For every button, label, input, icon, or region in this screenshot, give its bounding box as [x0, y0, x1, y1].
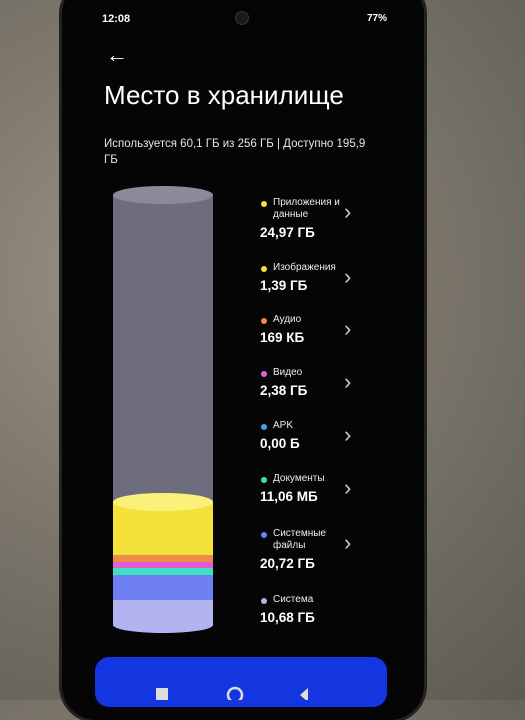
category-item[interactable]: Приложения и данные 24,97 ГБ ›: [258, 197, 368, 240]
cylinder-top: [113, 186, 213, 204]
category-name: Системные файлы: [273, 528, 326, 551]
color-dot: [261, 371, 267, 377]
category-size: 2,38 ГБ: [260, 383, 308, 398]
title: Место в хранилище: [104, 80, 344, 110]
segment: [113, 562, 213, 568]
nav-home[interactable]: [226, 686, 244, 700]
category-item[interactable]: APK 0,00 Б ›: [258, 420, 368, 451]
battery: 77%: [367, 13, 388, 24]
chevron: ›: [344, 422, 352, 447]
color-dot: [261, 201, 267, 207]
color-dot: [261, 532, 267, 538]
segment-top: [113, 493, 213, 511]
color-dot: [261, 266, 267, 272]
segment: [113, 575, 213, 600]
category-size: 0,00 Б: [260, 436, 300, 451]
segment: [113, 568, 213, 575]
category-item[interactable]: Системные файлы 20,72 ГБ ›: [258, 528, 368, 571]
category-name: Изображения: [273, 262, 336, 273]
category-name: Аудио: [273, 314, 302, 325]
back-button[interactable]: ←: [106, 42, 128, 67]
storage-cylinder: [113, 186, 213, 633]
chevron: ›: [344, 264, 352, 289]
category-name: Система: [273, 594, 314, 605]
chevron: ›: [344, 475, 352, 500]
category-size: 20,72 ГБ: [260, 556, 315, 571]
category-item: Система 10,68 ГБ: [258, 594, 368, 625]
category-name: Видео: [273, 367, 303, 378]
category-size: 24,97 ГБ: [260, 225, 315, 240]
camera: [235, 11, 249, 25]
category-name: Приложения и данные: [273, 197, 340, 220]
chevron: ›: [344, 369, 352, 394]
category-item[interactable]: Изображения 1,39 ГБ ›: [258, 262, 368, 293]
color-dot: [261, 318, 267, 324]
category-size: 1,39 ГБ: [260, 278, 308, 293]
chevron: ›: [344, 530, 352, 555]
nav-bar: [156, 686, 308, 700]
category-name: Документы: [273, 473, 325, 484]
category-item[interactable]: Документы 11,06 МБ ›: [258, 473, 368, 504]
color-dot: [261, 477, 267, 483]
subtitle: Используется 60,1 ГБ из 256 ГБ | Доступн…: [104, 138, 366, 166]
chevron: ›: [344, 316, 352, 341]
segment: [113, 600, 213, 625]
category-item[interactable]: Аудио 169 КБ ›: [258, 314, 368, 345]
category-item[interactable]: Видео 2,38 ГБ ›: [258, 367, 368, 398]
nav-recents[interactable]: [156, 688, 168, 700]
category-size: 10,68 ГБ: [260, 610, 315, 625]
color-dot: [261, 424, 267, 430]
category-size: 11,06 МБ: [260, 489, 318, 504]
nav-back[interactable]: [300, 688, 308, 700]
status-time: 12:08: [102, 13, 131, 25]
color-dot: [261, 598, 267, 604]
category-size: 169 КБ: [260, 330, 305, 345]
category-name: APK: [273, 420, 294, 431]
chevron: ›: [344, 199, 352, 224]
segment: [113, 555, 213, 562]
